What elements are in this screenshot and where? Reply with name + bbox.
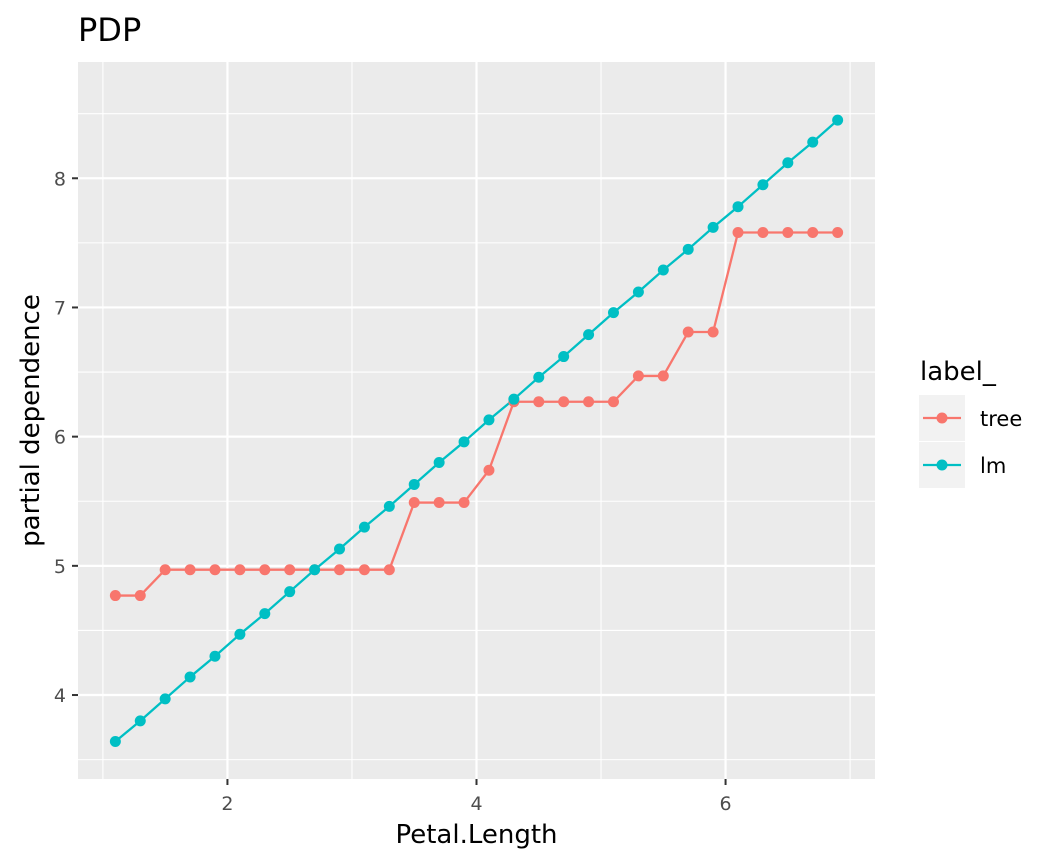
data-point-tree [782,227,794,239]
data-point-tree [383,564,395,576]
x-tick-label: 4 [470,793,482,815]
x-axis-title: Petal.Length [395,820,557,850]
data-point-tree [159,564,171,576]
data-point-lm [184,671,196,683]
y-tick-label: 8 [54,168,66,190]
data-point-tree [607,396,619,408]
data-point-tree [209,564,221,576]
data-point-tree [234,564,246,576]
data-point-tree [632,370,644,382]
data-point-lm [458,436,470,448]
y-tick-label: 6 [54,427,66,449]
data-point-tree [284,564,296,576]
y-tick-label: 4 [54,685,66,707]
data-point-lm [309,564,321,576]
data-point-tree [558,396,570,408]
data-point-lm [134,715,146,727]
data-point-tree [807,227,819,239]
data-point-lm [632,286,644,298]
data-point-tree [583,396,595,408]
data-point-lm [383,500,395,512]
data-point-tree [458,497,470,509]
data-series [109,114,844,748]
data-point-lm [707,221,719,233]
data-point-lm [159,693,171,705]
data-point-tree [109,590,121,602]
data-point-lm [259,608,271,620]
legend-point-lm [936,459,948,471]
data-point-lm [832,114,844,126]
data-point-lm [682,243,694,255]
data-point-lm [732,201,744,213]
y-tick-label: 5 [54,556,66,578]
data-point-tree [732,227,744,239]
data-point-lm [757,179,769,191]
legend-label-tree: tree [980,407,1022,431]
data-point-tree [707,326,719,338]
data-point-tree [832,227,844,239]
data-point-lm [807,136,819,148]
data-point-lm [284,586,296,598]
data-point-lm [583,329,595,341]
data-point-lm [109,736,121,748]
data-point-lm [533,371,545,383]
data-point-lm [607,307,619,319]
data-point-tree [334,564,346,576]
data-point-tree [483,464,495,476]
data-point-tree [358,564,370,576]
data-point-lm [782,157,794,169]
x-tick-label: 2 [221,793,233,815]
data-point-tree [259,564,271,576]
data-point-tree [533,396,545,408]
major-gridlines [78,62,875,779]
data-point-lm [358,521,370,533]
data-point-lm [483,414,495,426]
data-point-lm [433,456,445,468]
data-point-tree [682,326,694,338]
data-point-tree [134,590,146,602]
data-point-lm [558,351,570,363]
data-point-lm [209,650,221,662]
data-point-lm [408,478,420,490]
axis-ticks [72,177,727,785]
data-point-tree [433,497,445,509]
y-tick-label: 7 [54,297,66,319]
data-point-tree [408,497,420,509]
legend: label_ tree lm [919,357,1022,488]
data-point-tree [657,370,669,382]
legend-title: label_ [920,357,997,387]
legend-label-lm: lm [980,454,1006,478]
data-point-lm [334,543,346,555]
data-point-lm [657,264,669,276]
y-axis-tick-labels: 4 5 6 7 8 [54,168,66,707]
data-point-lm [508,393,520,405]
data-point-tree [757,227,769,239]
data-point-tree [184,564,196,576]
legend-point-tree [936,412,948,424]
y-axis-title: partial dependence [16,294,46,547]
x-tick-label: 6 [720,793,732,815]
chart-title: PDP [78,11,141,49]
data-point-lm [234,628,246,640]
x-axis-tick-labels: 2 4 6 [221,793,731,815]
